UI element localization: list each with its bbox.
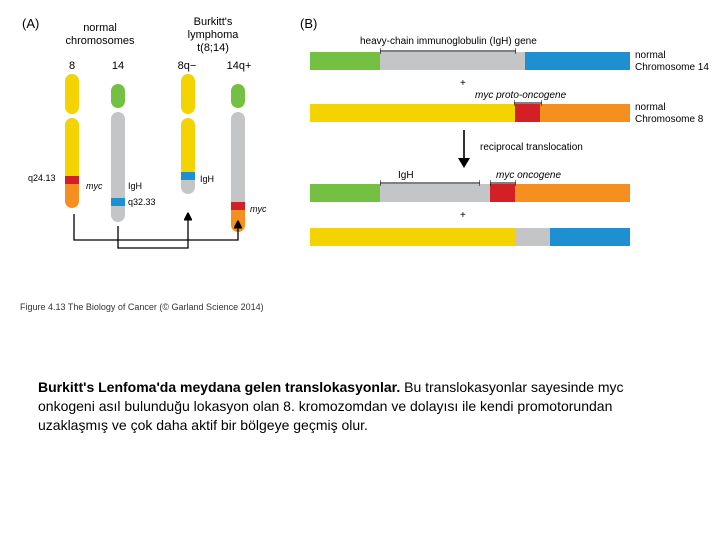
bracket-myc-row3 xyxy=(490,180,516,186)
seg xyxy=(310,228,515,246)
seg xyxy=(515,228,550,246)
bar-trans-8q xyxy=(310,228,630,246)
seg xyxy=(550,228,630,246)
seg xyxy=(380,184,490,202)
gene-igh-a1: IgH xyxy=(128,181,142,191)
caption-bold: Burkitt's Lenfoma'da meydana gelen trans… xyxy=(38,379,400,395)
band-q24: q24.13 xyxy=(28,173,56,183)
bracket-myc-mid xyxy=(514,100,542,106)
heading-normal: normal chromosomes xyxy=(56,22,144,48)
seg xyxy=(310,104,515,122)
figure-wrap: (A) normal chromosomes Burkitt's lymphom… xyxy=(10,12,710,332)
chrom-14q-plus xyxy=(228,74,248,234)
heading-normal-text: normal chromosomes xyxy=(65,22,134,47)
bar-trans-14q xyxy=(310,184,630,202)
seg xyxy=(515,184,630,202)
plus-1: + xyxy=(460,78,466,89)
seg xyxy=(515,104,540,122)
seg xyxy=(310,52,380,70)
chrom-14 xyxy=(108,74,128,224)
bar-chr8-normal xyxy=(310,104,630,122)
label-chr8: normal Chromosome 8 xyxy=(635,102,703,125)
bracket-igh-row3 xyxy=(380,180,480,186)
band-q32: q32.33 xyxy=(128,197,156,207)
heading-burkitt: Burkitt's lymphoma t(8;14) xyxy=(168,16,258,56)
translocation-arrows xyxy=(58,212,258,254)
label-chr14: normal Chromosome 14 xyxy=(635,50,709,73)
panel-b-label: (B) xyxy=(300,16,317,31)
bar-chr14-normal xyxy=(310,52,630,70)
gene-igh-a2: IgH xyxy=(200,174,214,184)
bracket-igh-top xyxy=(380,48,516,54)
gene-myc-a1: myc xyxy=(86,181,103,191)
seg xyxy=(310,184,380,202)
caption: Burkitt's Lenfoma'da meydana gelen trans… xyxy=(38,378,678,435)
num-14: 14 xyxy=(106,60,130,72)
recip-label: reciprocal translocation xyxy=(480,142,583,153)
panel-a-label: (A) xyxy=(22,16,39,31)
chrom-8 xyxy=(62,74,82,212)
panel-b: (B) heavy-chain immunoglobulin (IgH) gen… xyxy=(300,12,710,302)
figure-credits: Figure 4.13 The Biology of Cancer (© Gar… xyxy=(20,302,264,312)
plus-2: + xyxy=(460,210,466,221)
seg xyxy=(490,184,515,202)
igh-gene-label: heavy-chain immunoglobulin (IgH) gene xyxy=(360,36,537,47)
chrom-8q-minus xyxy=(178,74,198,224)
num-8q: 8q− xyxy=(172,60,202,72)
heading-burkitt-text: Burkitt's lymphoma t(8;14) xyxy=(188,16,239,54)
seg xyxy=(380,52,525,70)
num-14q: 14q+ xyxy=(224,60,254,72)
num-8: 8 xyxy=(62,60,82,72)
reciprocal-arrow xyxy=(455,128,473,168)
seg xyxy=(525,52,630,70)
panel-a: (A) normal chromosomes Burkitt's lymphom… xyxy=(28,12,278,302)
seg xyxy=(540,104,630,122)
